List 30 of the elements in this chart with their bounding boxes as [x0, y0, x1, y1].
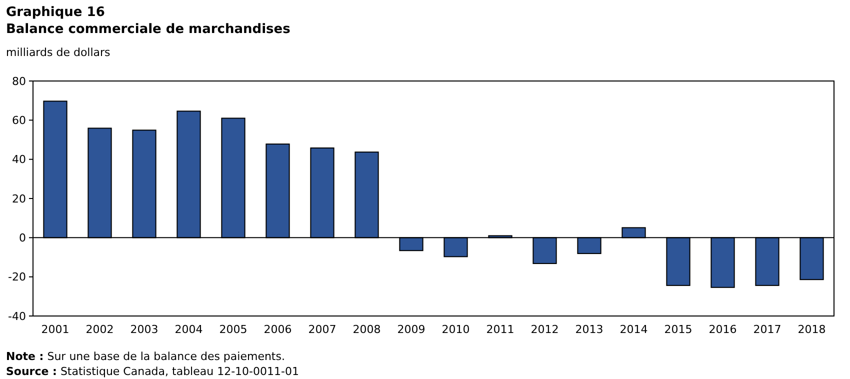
- y-tick-label: 40: [12, 153, 26, 166]
- x-tick-label: 2006: [264, 323, 292, 336]
- y-tick-label: -20: [8, 270, 26, 284]
- y-tick-label: 0: [19, 232, 26, 245]
- chart-subtitle: Balance commerciale de marchandises: [6, 22, 291, 37]
- x-tick-label: 2002: [86, 323, 114, 336]
- x-tick-label: 2012: [530, 323, 559, 336]
- x-tick-label: 2003: [130, 323, 158, 336]
- x-tick-label: 2007: [308, 323, 336, 336]
- x-tick-label: 2018: [798, 323, 826, 336]
- x-tick-label: 2009: [397, 323, 426, 336]
- x-tick-label: 2005: [219, 323, 248, 336]
- x-tick-label: 2004: [174, 323, 203, 336]
- x-tick-label: 2001: [41, 323, 70, 336]
- y-tick-label: 20: [12, 192, 26, 206]
- x-tick-label: 2015: [664, 323, 692, 336]
- chart-title: Graphique 16: [6, 5, 105, 20]
- x-tick-label: 2017: [753, 323, 782, 336]
- x-tick-label: 2008: [352, 323, 381, 336]
- y-tick-label: 80: [12, 74, 26, 88]
- x-tick-label: 2013: [575, 323, 604, 336]
- x-tick-label: 2014: [620, 323, 648, 336]
- y-tick-label: 60: [12, 114, 26, 128]
- x-tick-label: 2010: [442, 323, 470, 336]
- text: Note : Sur une base de la balance des paiements.: [6, 350, 285, 363]
- x-tick-label: 2016: [708, 323, 737, 336]
- source-note: Source : Statistique Canada, tableau 12-10-0011-01: [6, 365, 299, 378]
- x-tick-label: 2011: [486, 323, 514, 336]
- y-tick-label: -40: [8, 310, 26, 323]
- y-axis-title: milliards de dollars: [6, 46, 111, 59]
